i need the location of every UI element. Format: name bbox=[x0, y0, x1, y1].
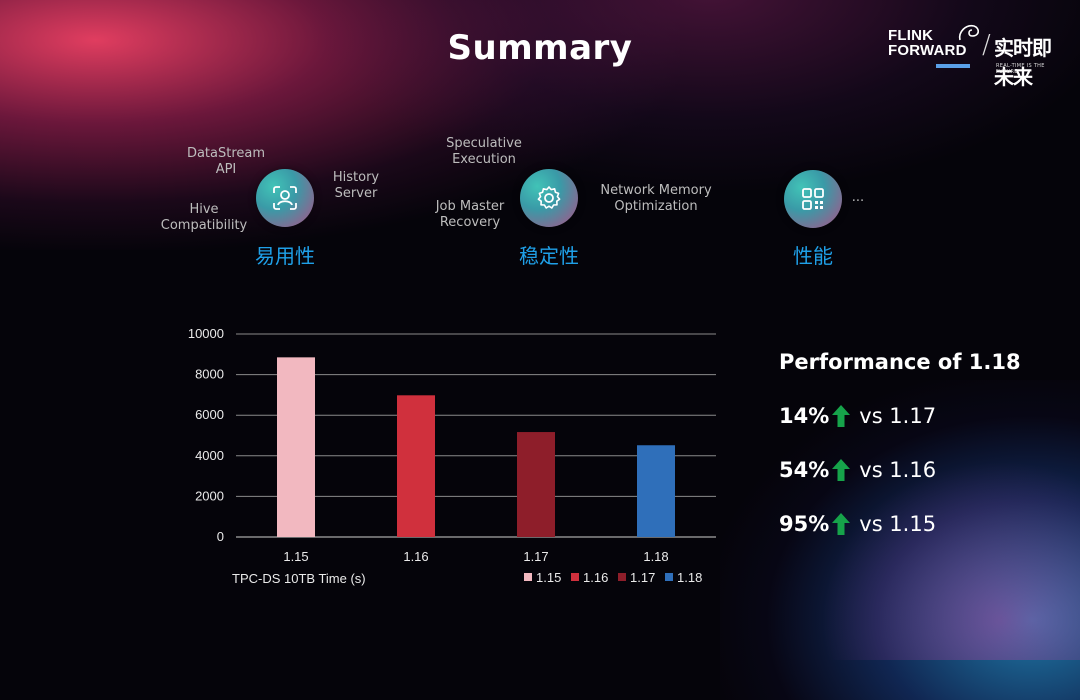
feature-datastream-api: DataStream API bbox=[186, 146, 266, 177]
x-tick-label: 1.18 bbox=[643, 549, 668, 564]
bar-chart: 0 2000 4000 6000 8000 10000 1.15 1.16 1.17 1.18 TP… bbox=[188, 326, 716, 586]
legend-label: 1.15 bbox=[536, 570, 561, 585]
bar-1-16 bbox=[397, 395, 435, 537]
logo-chinese-text: 实时即未来 bbox=[994, 36, 1052, 89]
legend-label: 1.17 bbox=[630, 570, 655, 585]
feature-job-master-recovery: Job Master Recovery bbox=[435, 199, 505, 230]
category-label-performance: 性能 bbox=[793, 244, 833, 268]
feature-more: ... bbox=[851, 190, 865, 205]
logo-separator: / bbox=[982, 30, 991, 60]
performance-title: Performance of 1.18 bbox=[779, 350, 1021, 374]
x-axis-title: TPC-DS 10TB Time (s) bbox=[232, 571, 366, 586]
logo-badge bbox=[936, 64, 970, 68]
y-tick-label: 6000 bbox=[195, 407, 224, 422]
qr-code-icon bbox=[784, 170, 842, 228]
bar-1-15 bbox=[277, 357, 315, 537]
feature-hive-compatibility: Hive Compatibility bbox=[160, 202, 248, 233]
y-tick-label: 10000 bbox=[188, 326, 224, 341]
comparison-version: vs 1.16 bbox=[859, 458, 937, 482]
comparison-version: vs 1.17 bbox=[859, 404, 937, 428]
performance-row: 95% vs 1.15 bbox=[779, 512, 936, 536]
legend-label: 1.18 bbox=[677, 570, 702, 585]
x-tick-label: 1.15 bbox=[283, 549, 308, 564]
performance-row: 14% vs 1.17 bbox=[779, 404, 936, 428]
legend-label: 1.16 bbox=[583, 570, 608, 585]
category-label-usability: 易用性 bbox=[255, 244, 315, 268]
x-tick-label: 1.17 bbox=[523, 549, 548, 564]
arrow-up-icon bbox=[832, 459, 851, 481]
category-label-stability: 稳定性 bbox=[519, 244, 579, 268]
logo-wordmark: FLINK FORWARD bbox=[888, 27, 967, 59]
improvement-percent: 54% bbox=[779, 458, 830, 482]
bar-1-17 bbox=[517, 432, 555, 537]
slide-title: Summary bbox=[447, 28, 633, 68]
y-tick-label: 8000 bbox=[195, 367, 224, 382]
feature-network-memory-optimization: Network Memory Optimization bbox=[600, 183, 712, 214]
squirrel-icon bbox=[958, 24, 980, 41]
feature-history-server: History Server bbox=[332, 170, 380, 201]
bar-1-18 bbox=[637, 445, 675, 537]
comparison-version: vs 1.15 bbox=[859, 512, 937, 536]
user-scan-icon bbox=[256, 169, 314, 227]
arrow-up-icon bbox=[832, 405, 851, 427]
legend-swatch bbox=[665, 573, 673, 581]
feature-speculative-execution: Speculative Execution bbox=[446, 136, 522, 167]
legend-swatch bbox=[571, 573, 579, 581]
y-tick-label: 0 bbox=[217, 529, 224, 544]
improvement-percent: 14% bbox=[779, 404, 830, 428]
flink-forward-logo: FLINK FORWARD / 实时即未来 REAL-TIME IS THE FU… bbox=[886, 22, 1066, 89]
y-tick-label: 4000 bbox=[195, 448, 224, 463]
performance-row: 54% vs 1.16 bbox=[779, 458, 936, 482]
x-tick-label: 1.16 bbox=[403, 549, 428, 564]
logo-slogan: REAL-TIME IS THE FUTURE bbox=[996, 63, 1045, 75]
gear-icon bbox=[520, 169, 578, 227]
arrow-up-icon bbox=[832, 513, 851, 535]
legend-swatch bbox=[618, 573, 626, 581]
improvement-percent: 95% bbox=[779, 512, 830, 536]
y-tick-label: 2000 bbox=[195, 488, 224, 503]
legend-swatch bbox=[524, 573, 532, 581]
